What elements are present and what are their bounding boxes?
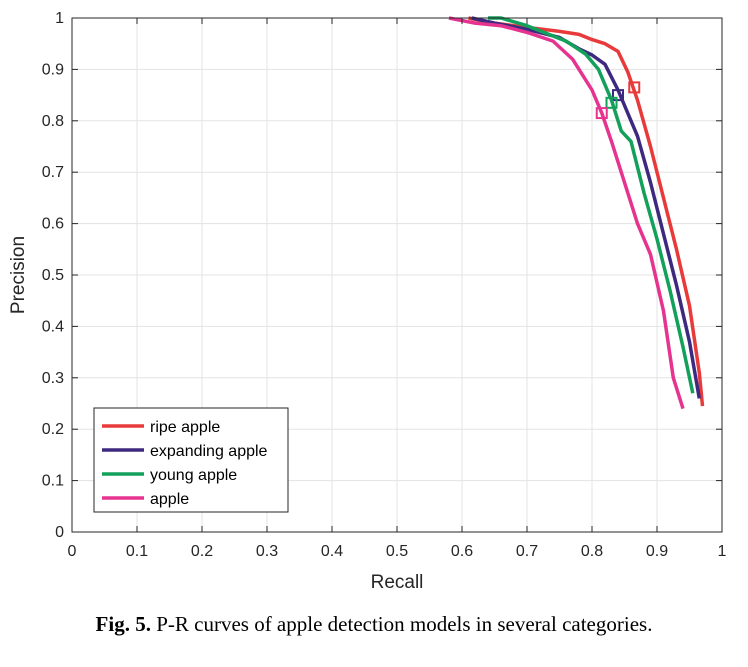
- x-tick-label: 0.8: [581, 543, 603, 560]
- operating-point-marker-expanding-apple: [612, 89, 624, 102]
- y-axis-label: Precision: [8, 236, 29, 314]
- series-layer: [448, 16, 705, 410]
- x-tick-label: 0.2: [191, 543, 213, 560]
- operating-point-marker-young-apple: [605, 96, 618, 109]
- x-tick-label: 0.1: [126, 543, 148, 560]
- legend: ripe apple expanding apple young apple appl…: [93, 407, 289, 513]
- x-axis-label: Recall: [371, 572, 424, 593]
- series-line-ripe-apple: [468, 16, 705, 407]
- y-tick-label: 1: [55, 10, 64, 27]
- figure-label: Fig. 5.: [95, 612, 151, 636]
- x-tick-label: 0.3: [256, 543, 278, 560]
- operating-point-marker-apple: [595, 107, 608, 120]
- y-tick-label: 0.9: [42, 61, 64, 78]
- y-tick-label: 0.2: [42, 421, 64, 438]
- series-line-young-apple: [488, 16, 695, 394]
- y-tick-label: 0.3: [42, 370, 64, 387]
- y-tick-label: 0: [55, 524, 64, 541]
- series-line-apple: [448, 16, 685, 410]
- x-tick-label: 0.9: [646, 543, 668, 560]
- pr-curve-chart: 0 0.1 0.2 0.3 0.4 0.5 0.6 0.7 0.8 0.9 1 0 0.1 0.2 0.3 0…: [8, 10, 727, 593]
- axis-ticks: 0 0.1 0.2 0.3 0.4 0.5 0.6 0.7 0.8 0.9 1 0 0.1 0.2 0.3 0…: [42, 10, 727, 560]
- legend-label-apple: apple: [150, 491, 189, 508]
- x-tick-label: 0.6: [451, 543, 473, 560]
- x-tick-label: 1: [718, 543, 727, 560]
- legend-label-ripe-apple: ripe apple: [150, 419, 220, 436]
- operating-point-marker-ripe-apple: [628, 81, 641, 94]
- figure-caption: Fig. 5. P-R curves of apple detection mo…: [0, 612, 748, 637]
- y-tick-label: 0.6: [42, 216, 64, 233]
- legend-label-young-apple: young apple: [150, 467, 237, 484]
- series-line-expanding-apple: [471, 16, 702, 399]
- y-tick-label: 0.4: [42, 318, 64, 335]
- x-tick-label: 0.4: [321, 543, 343, 560]
- y-tick-label: 0.7: [42, 164, 64, 181]
- legend-label-expanding-apple: expanding apple: [150, 443, 268, 460]
- x-tick-label: 0: [68, 543, 77, 560]
- y-tick-label: 0.8: [42, 113, 64, 130]
- caption-text: P-R curves of apple detection models in …: [156, 612, 653, 636]
- x-tick-label: 0.5: [386, 543, 408, 560]
- y-tick-label: 0.1: [42, 473, 64, 490]
- y-tick-label: 0.5: [42, 267, 64, 284]
- x-tick-label: 0.7: [516, 543, 538, 560]
